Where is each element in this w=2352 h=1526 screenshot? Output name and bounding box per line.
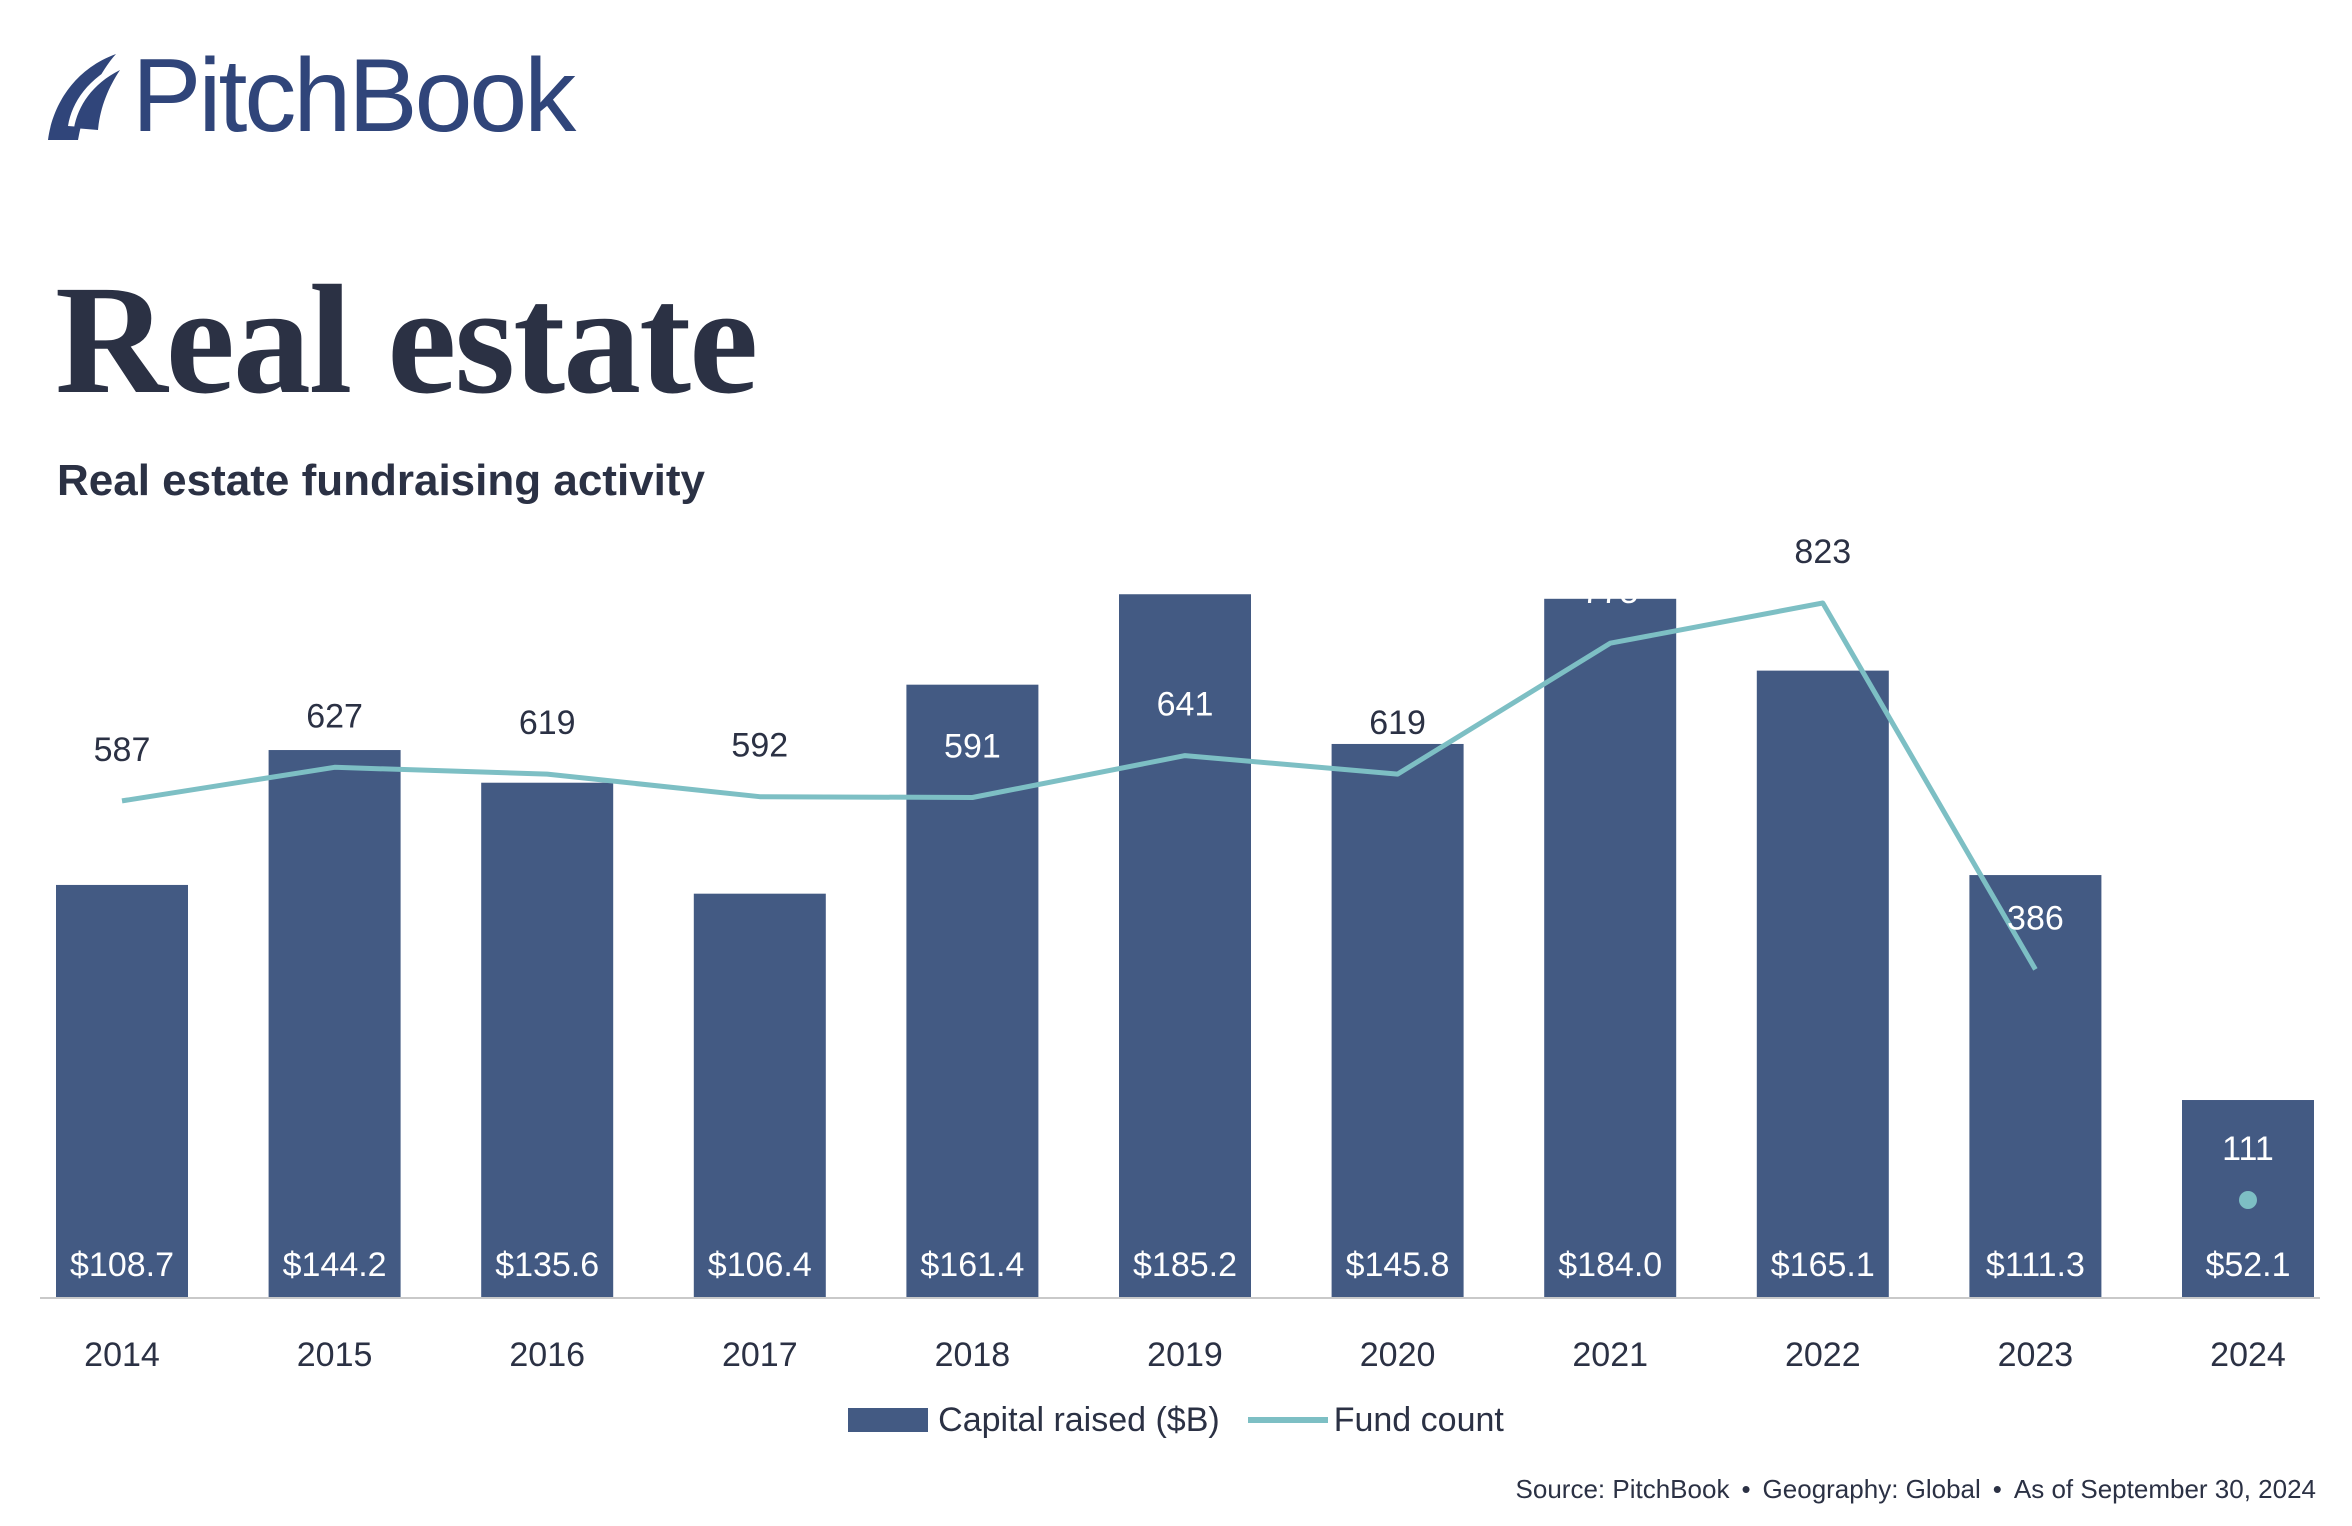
legend-bar-swatch bbox=[848, 1408, 929, 1432]
x-tick-label: 2018 bbox=[935, 1336, 1011, 1374]
bar-capital-2022 bbox=[1756, 670, 1889, 1298]
x-tick-label: 2020 bbox=[1360, 1336, 1436, 1374]
bar-value-label: $111.3 bbox=[1986, 1246, 2085, 1284]
fund-count-label: 619 bbox=[1369, 704, 1426, 742]
chart-subtitle: Real estate fundraising activity bbox=[57, 456, 705, 505]
bar-value-label: $144.2 bbox=[283, 1246, 387, 1284]
legend-fund-count-label: Fund count bbox=[1333, 1400, 1504, 1439]
bar-value-label: $165.1 bbox=[1771, 1246, 1875, 1284]
x-tick-label: 2017 bbox=[722, 1336, 798, 1374]
geography-text: Geography: Global bbox=[1762, 1474, 1981, 1504]
fund-count-label: 619 bbox=[519, 704, 576, 742]
bar-capital-2019 bbox=[1119, 594, 1251, 1298]
x-tick-label: 2015 bbox=[297, 1336, 373, 1374]
brand-name: PitchBook bbox=[132, 38, 576, 154]
x-tick-label: 2022 bbox=[1785, 1336, 1861, 1374]
as-of-date-text: As of September 30, 2024 bbox=[2013, 1474, 2316, 1504]
separator: • bbox=[1741, 1474, 1751, 1504]
x-tick-label: 2019 bbox=[1147, 1336, 1223, 1374]
bar-value-label: $184.0 bbox=[1558, 1246, 1662, 1284]
source-note: Source: PitchBook • Geography: Global • As o… bbox=[1516, 1476, 2316, 1502]
legend-capital-label: Capital raised ($B) bbox=[938, 1400, 1220, 1439]
bar-capital-2018 bbox=[906, 684, 1039, 1298]
fund-count-label: 111 bbox=[2222, 1130, 2274, 1168]
fund-count-label: 386 bbox=[2007, 899, 2064, 937]
bar-value-label: $106.4 bbox=[708, 1246, 812, 1284]
fund-count-label: 641 bbox=[1157, 686, 1214, 724]
pitchbook-logo: PitchBook bbox=[38, 38, 576, 154]
bar-value-label: $145.8 bbox=[1346, 1246, 1450, 1284]
bar-capital-2014 bbox=[56, 884, 188, 1298]
fund-count-label: 823 bbox=[1794, 533, 1851, 571]
bar-capital-2016 bbox=[481, 782, 614, 1298]
bar-value-label: $52.1 bbox=[2205, 1246, 2290, 1284]
fund-count-label: 591 bbox=[944, 728, 1001, 766]
x-tick-label: 2024 bbox=[2210, 1336, 2286, 1374]
page-title: Real estate bbox=[55, 253, 758, 426]
chart-legend: Capital raised ($B) Fund count bbox=[0, 1395, 2352, 1445]
source-text: Source: PitchBook bbox=[1515, 1474, 1730, 1504]
fund-count-label: 627 bbox=[306, 697, 363, 735]
x-tick-label: 2016 bbox=[509, 1336, 585, 1374]
fund-count-point-2024 bbox=[2239, 1191, 2257, 1209]
x-tick-label: 2021 bbox=[1572, 1336, 1648, 1374]
bar-capital-2020 bbox=[1331, 743, 1464, 1298]
x-tick-label: 2023 bbox=[1998, 1336, 2074, 1374]
legend-line-swatch bbox=[1247, 1417, 1328, 1423]
bar-capital-2021 bbox=[1544, 598, 1677, 1298]
legend-item-fund-count: Fund count bbox=[1247, 1400, 1504, 1440]
pitchbook-sail-icon bbox=[48, 54, 122, 140]
separator: • bbox=[1992, 1474, 2002, 1504]
bar-capital-2015 bbox=[268, 750, 401, 1298]
bar-value-label: $161.4 bbox=[920, 1246, 1024, 1284]
bar-capital-2017 bbox=[693, 893, 826, 1298]
legend-item-capital: Capital raised ($B) bbox=[848, 1401, 1220, 1440]
bar-capital-2023 bbox=[1969, 875, 2102, 1298]
fund-count-line bbox=[121, 600, 2038, 971]
fund-count-label: 592 bbox=[731, 727, 788, 765]
bar-value-label: $185.2 bbox=[1133, 1246, 1237, 1284]
fund-count-label: 775 bbox=[1582, 573, 1639, 611]
fund-count-label: 587 bbox=[94, 731, 151, 769]
bar-value-label: $108.7 bbox=[70, 1246, 174, 1284]
bar-value-label: $135.6 bbox=[495, 1246, 599, 1284]
x-tick-label: 2014 bbox=[84, 1336, 160, 1374]
